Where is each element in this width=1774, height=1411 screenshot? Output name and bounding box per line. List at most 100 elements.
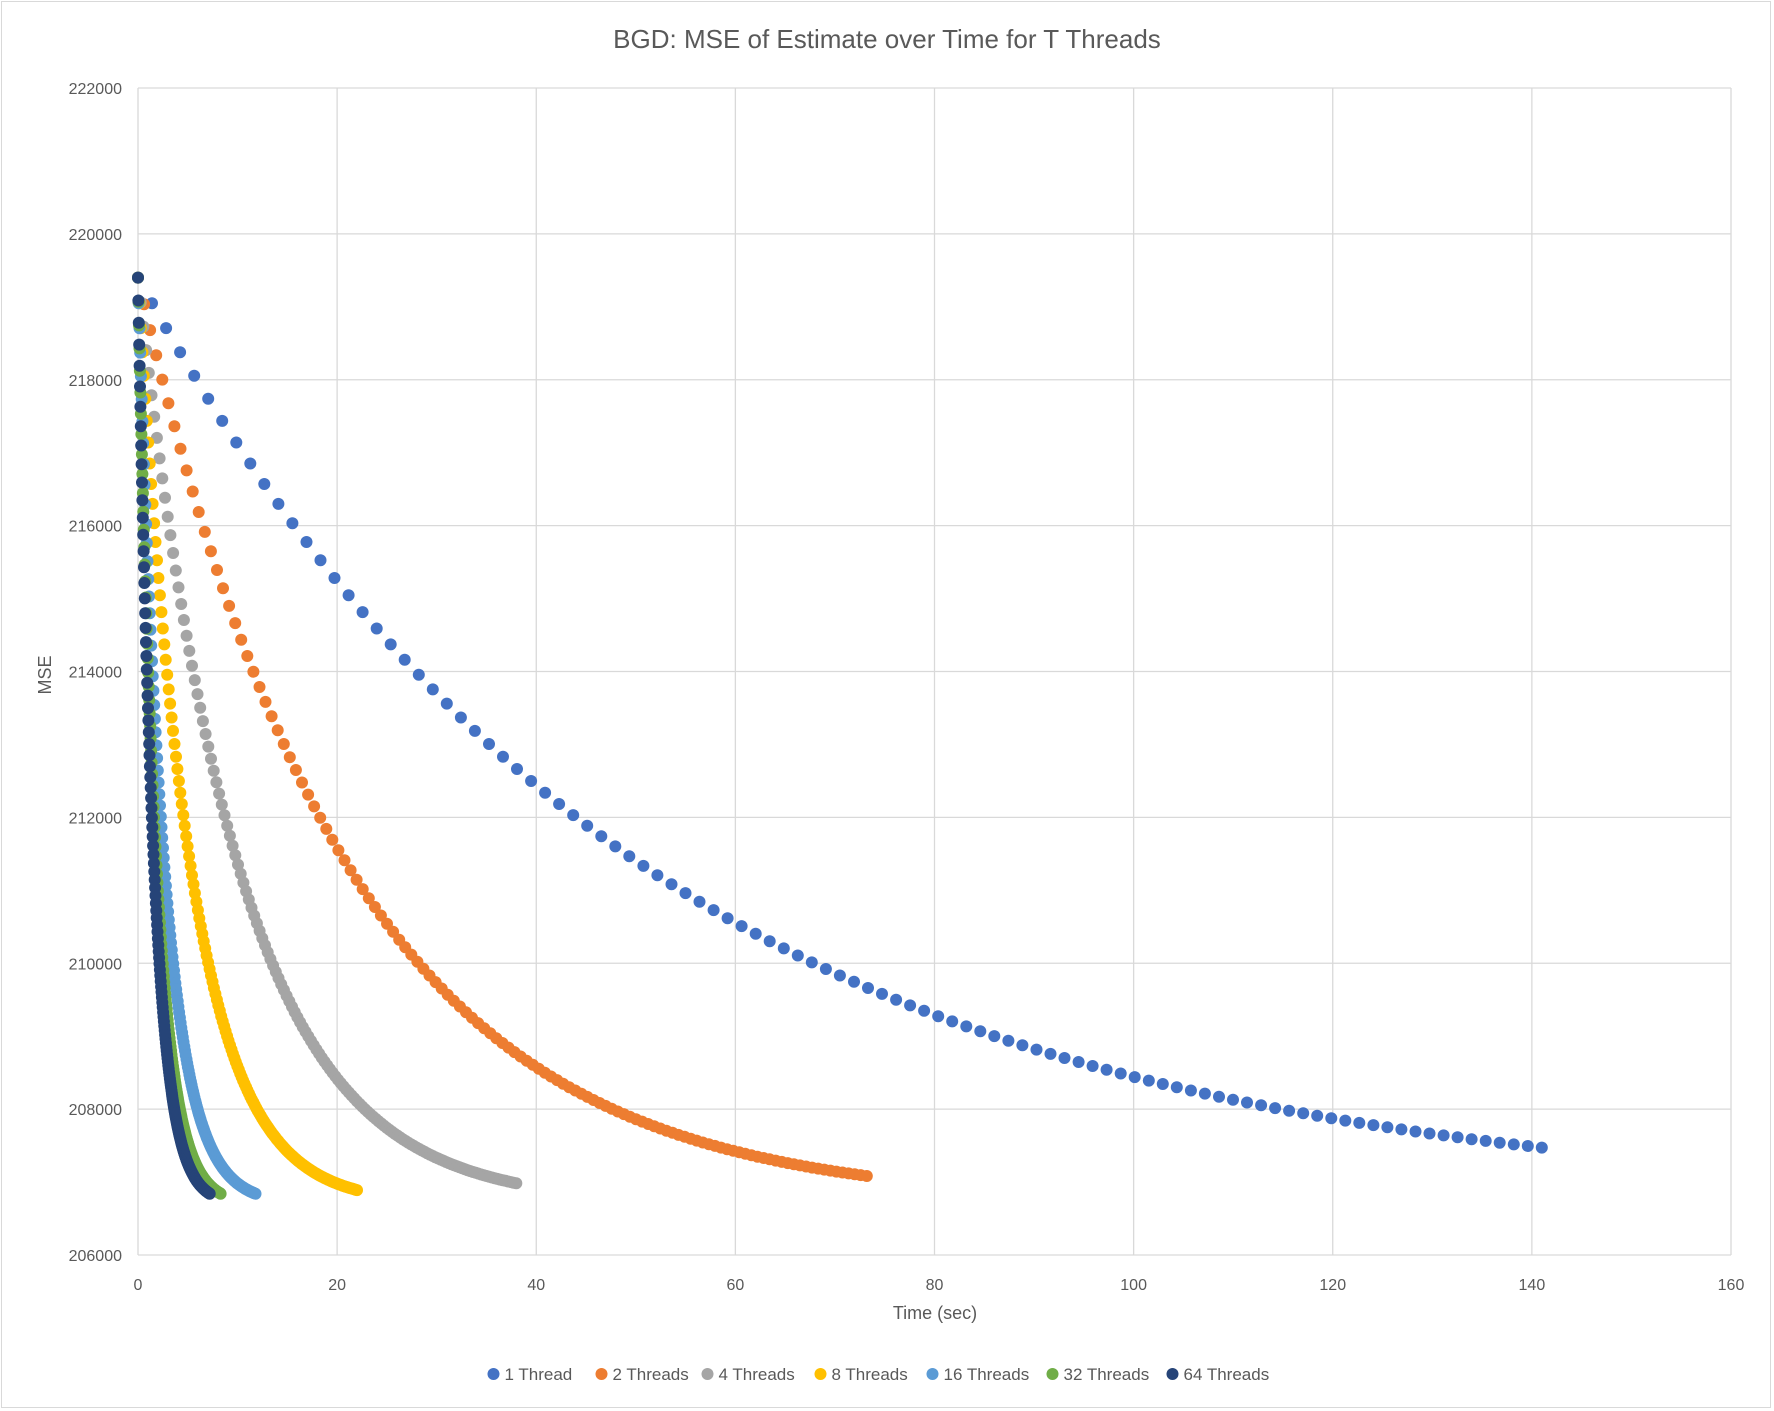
data-point [1241,1096,1253,1109]
data-point [272,497,285,510]
data-point [153,589,166,602]
data-point [151,554,163,567]
data-point [140,650,153,662]
data-point [223,599,236,612]
data-point [229,617,242,630]
data-point [180,464,193,477]
y-tick-label: 206000 [69,1248,122,1265]
x-tick-label: 0 [134,1277,143,1294]
data-point [174,442,187,455]
data-point [136,476,148,489]
data-point [132,316,145,329]
data-point [960,1020,973,1033]
data-point [904,999,917,1012]
data-point [177,809,190,822]
tick-labels: 206000 208000 210000 212000 214000 216000 2180… [69,81,1745,1294]
data-point [1142,1074,1155,1087]
data-point [152,572,165,584]
data-point [308,800,321,813]
data-point [150,349,163,362]
data-point [286,517,299,530]
data-point [777,942,790,955]
data-point [320,822,333,835]
grid [137,87,1732,1256]
data-point [172,581,185,594]
data-point [342,589,355,602]
data-point [890,993,903,1006]
data-point [328,572,341,584]
data-point [277,738,290,750]
data-point [763,935,776,948]
legend-label: 32 Threads [1064,1365,1150,1384]
data-point [204,545,217,558]
data-point [384,638,397,651]
data-point [679,887,692,900]
data-point [156,373,169,386]
data-point [581,819,594,832]
data-point [553,798,566,810]
data-point [819,963,832,975]
data-point [265,710,278,723]
data-point [525,775,538,787]
data-point [1521,1140,1534,1152]
legend-marker [701,1368,714,1380]
data-point [155,606,168,619]
data-point [454,711,467,724]
data-point [735,920,748,933]
data-point [138,577,151,589]
data-point [1184,1084,1197,1097]
data-point [202,392,215,405]
series-1 [132,271,1548,1154]
data-point [158,638,171,651]
data-point [412,668,425,681]
data-point [137,545,150,558]
data-point [132,294,145,307]
legend-label: 1 Thread [505,1365,573,1384]
data-point [145,802,158,814]
data-point [213,787,226,800]
x-tick-label: 40 [527,1277,545,1294]
data-point [153,452,166,465]
data-point [141,676,154,689]
data-point [214,1187,227,1200]
data-point [188,369,201,382]
data-point [134,380,146,393]
data-point [833,969,846,982]
data-point [143,738,156,750]
data-point [932,1010,945,1023]
data-point [165,711,178,724]
data-point [232,858,244,871]
data-point [136,468,149,480]
data-point [140,636,152,649]
data-point [302,788,315,801]
data-point [1227,1093,1239,1106]
data-point [609,840,622,853]
data-point [1507,1138,1520,1151]
data-point [172,775,185,787]
data-point [398,653,411,666]
data-point [144,781,157,794]
data-point [164,529,177,542]
legend-label: 16 Threads [944,1365,1030,1384]
data-point [139,607,152,620]
data-point [351,1184,363,1197]
data-point [133,359,146,372]
legend-label: 8 Threads [832,1365,908,1384]
data-point [191,688,204,701]
data-point [174,786,187,799]
data-point [258,478,271,490]
data-point [168,420,181,433]
y-tick-label: 220000 [69,227,122,244]
legend-marker [595,1368,608,1380]
data-point [440,697,453,710]
data-point [848,975,860,988]
data-point [137,528,150,541]
data-point [175,798,188,810]
data-point [665,878,678,891]
data-point [1283,1104,1296,1117]
data-point [1423,1127,1436,1140]
data-point [202,740,215,753]
data-point [1381,1121,1394,1134]
data-point [146,821,159,834]
data-point [1156,1078,1169,1090]
